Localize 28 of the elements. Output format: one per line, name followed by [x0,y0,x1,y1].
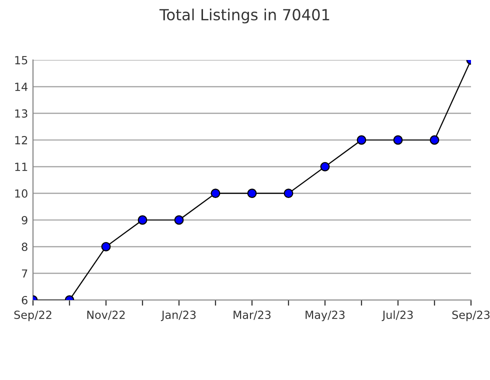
chart-title: Total Listings in 70401 [159,8,330,24]
point [210,188,220,198]
y-tick-label: 15 [15,56,28,64]
x-tick-label: Mar/23 [234,310,271,320]
point [174,215,184,225]
point [247,188,257,198]
point [356,135,366,145]
x-tick-label: Sep/22 [14,310,52,322]
x-tick-label: Nov/22 [87,310,125,320]
point [393,135,403,145]
x-tick-label: Jul/23 [382,310,413,322]
point [430,135,440,145]
y-tick-label: 14 [15,82,28,91]
x-tick-label: Jan/23 [160,310,196,322]
y-tick-label: 12 [15,136,28,144]
y-tick-label: 7 [22,269,28,278]
y-tick-label: 6 [22,296,28,304]
y-tick-label: 9 [22,216,28,224]
point [101,242,111,252]
point [320,162,330,172]
x-tick-label: Sep/23 [452,310,490,322]
x-tick-label: May/23 [306,310,345,322]
y-tick-label: 8 [22,242,28,252]
y-tick-label: 13 [15,109,28,118]
point [138,215,148,225]
y-tick-label: 10 [15,189,28,198]
point [284,188,294,198]
y-tick-label: 11 [15,162,28,171]
